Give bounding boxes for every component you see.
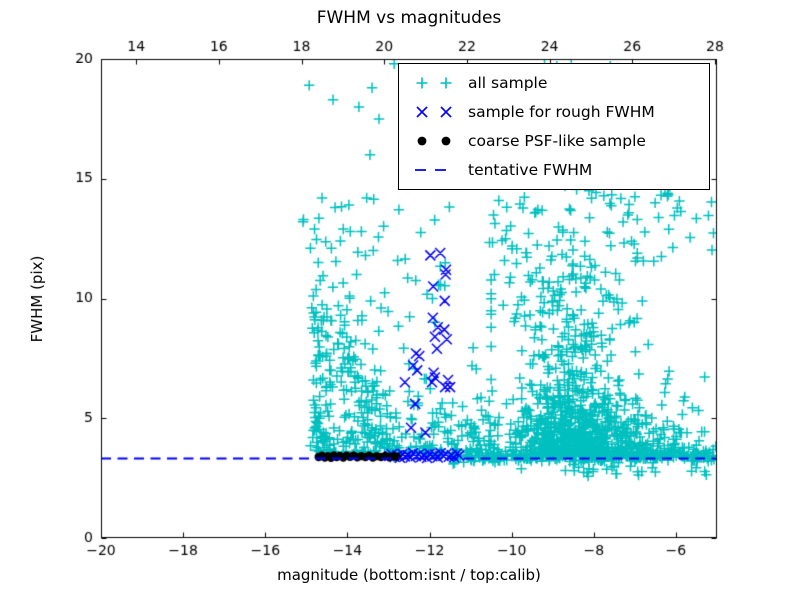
legend-label: tentative FWHM <box>468 160 593 179</box>
chart-title: FWHM vs magnitudes <box>316 8 502 28</box>
legend-label: sample for rough FWHM <box>468 103 655 122</box>
legend-item-all-sample: all sample <box>399 74 709 92</box>
legend: all sample sample for rough FWHM coarse … <box>398 63 710 190</box>
legend-item-tentative-fwhm: tentative FWHM <box>399 161 709 179</box>
legend-item-psf-sample: coarse PSF-like sample <box>399 132 709 150</box>
x-axis-label: magnitude (bottom:isnt / top:calib) <box>277 566 541 584</box>
legend-label: all sample <box>468 74 548 93</box>
x-marker-icon <box>408 104 460 120</box>
legend-item-rough-fwhm: sample for rough FWHM <box>399 103 709 121</box>
dot-marker-icon <box>408 133 460 149</box>
y-axis-label: FWHM (pix) <box>28 255 46 343</box>
legend-label: coarse PSF-like sample <box>468 131 646 150</box>
plus-marker-icon <box>408 75 460 91</box>
dashed-line-icon <box>408 162 460 178</box>
